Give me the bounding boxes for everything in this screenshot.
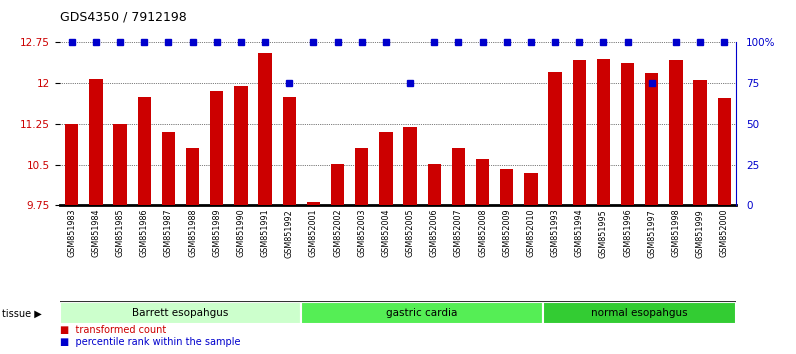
Bar: [259, 53, 271, 205]
Text: GSM851983: GSM851983: [68, 209, 76, 257]
Text: GSM852000: GSM852000: [720, 209, 728, 257]
Bar: [669, 61, 682, 205]
Text: GSM851991: GSM851991: [260, 209, 270, 257]
Bar: [138, 97, 151, 205]
Text: normal esopahgus: normal esopahgus: [591, 308, 688, 318]
Bar: [302, 302, 543, 324]
Text: GSM852001: GSM852001: [309, 209, 318, 257]
Bar: [60, 302, 302, 324]
Text: GSM851995: GSM851995: [599, 209, 608, 258]
Text: gastric cardia: gastric cardia: [387, 308, 458, 318]
Text: GSM851985: GSM851985: [115, 209, 125, 257]
Text: GSM851999: GSM851999: [696, 209, 704, 258]
Text: tissue ▶: tissue ▶: [2, 308, 41, 318]
Text: GSM852010: GSM852010: [526, 209, 536, 257]
Bar: [89, 79, 103, 205]
Text: GSM852003: GSM852003: [357, 209, 366, 257]
Bar: [548, 72, 562, 205]
Bar: [283, 97, 296, 205]
Text: GSM851993: GSM851993: [551, 209, 560, 257]
Text: GSM851990: GSM851990: [236, 209, 245, 257]
Bar: [525, 173, 537, 205]
Bar: [500, 169, 513, 205]
Text: GSM851996: GSM851996: [623, 209, 632, 257]
Bar: [162, 132, 175, 205]
Text: GSM851994: GSM851994: [575, 209, 583, 257]
Bar: [543, 302, 736, 324]
Bar: [331, 164, 344, 205]
Bar: [452, 148, 465, 205]
Bar: [379, 132, 392, 205]
Bar: [355, 148, 369, 205]
Bar: [210, 91, 224, 205]
Text: GSM852005: GSM852005: [406, 209, 415, 257]
Text: ■  transformed count: ■ transformed count: [60, 325, 166, 335]
Text: GSM851986: GSM851986: [140, 209, 149, 257]
Text: ■  percentile rank within the sample: ■ percentile rank within the sample: [60, 337, 240, 347]
Text: GSM852008: GSM852008: [478, 209, 487, 257]
Text: GSM852007: GSM852007: [454, 209, 463, 257]
Text: GSM851998: GSM851998: [671, 209, 681, 257]
Bar: [234, 86, 248, 205]
Bar: [65, 124, 79, 205]
Text: GSM851989: GSM851989: [213, 209, 221, 257]
Text: Barrett esopahgus: Barrett esopahgus: [132, 308, 228, 318]
Text: GSM851997: GSM851997: [647, 209, 656, 258]
Bar: [306, 201, 320, 205]
Bar: [717, 98, 731, 205]
Text: GSM852002: GSM852002: [333, 209, 342, 257]
Bar: [427, 164, 441, 205]
Text: GSM852006: GSM852006: [430, 209, 439, 257]
Bar: [404, 127, 417, 205]
Text: GSM852009: GSM852009: [502, 209, 511, 257]
Text: GSM851992: GSM851992: [285, 209, 294, 258]
Bar: [597, 59, 610, 205]
Text: GSM852004: GSM852004: [381, 209, 390, 257]
Text: GDS4350 / 7912198: GDS4350 / 7912198: [60, 11, 186, 24]
Text: GSM851988: GSM851988: [188, 209, 197, 257]
Text: GSM851987: GSM851987: [164, 209, 173, 257]
Text: GSM851984: GSM851984: [92, 209, 100, 257]
Bar: [621, 63, 634, 205]
Bar: [114, 124, 127, 205]
Bar: [476, 159, 490, 205]
Bar: [572, 61, 586, 205]
Bar: [186, 148, 199, 205]
Bar: [645, 73, 658, 205]
Bar: [693, 80, 707, 205]
